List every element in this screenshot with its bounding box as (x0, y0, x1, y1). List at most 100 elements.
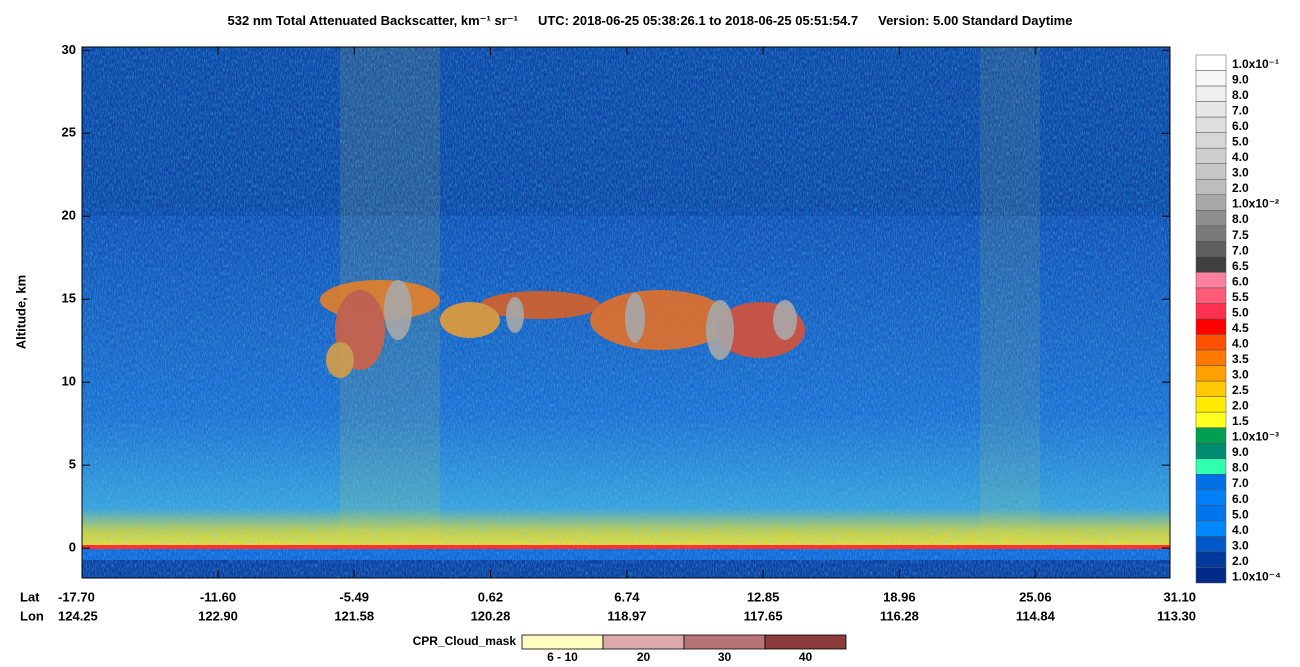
colorbar-label: 2.0 (1232, 399, 1249, 413)
lat-tick-label: -17.70 (58, 589, 95, 604)
colorbar-swatch (1195, 505, 1227, 522)
colorbar-label: 6.0 (1232, 492, 1249, 506)
colorbar-label: 3.0 (1232, 538, 1249, 552)
colorbar-swatch (1195, 458, 1227, 475)
colorbar-swatch (1195, 287, 1227, 304)
colorbar-swatch (1195, 442, 1227, 460)
lon-tick-label: 121.58 (334, 608, 374, 623)
colorbar-swatch (1195, 54, 1227, 71)
colorbar-swatch (1195, 318, 1227, 335)
colorbar-label: 8.0 (1232, 461, 1249, 475)
cpr-legend-label: 6 - 10 (547, 650, 578, 664)
lon-tick-label: 120.28 (471, 608, 511, 623)
lat-tick-label: 25.06 (1019, 589, 1052, 604)
colorbar-label: 1.0x10⁻¹ (1232, 57, 1279, 71)
colorbar-label: 9.0 (1232, 72, 1249, 86)
colorbar-swatch (1195, 303, 1227, 320)
colorbar-swatch (1195, 396, 1227, 413)
colorbar-label: 4.0 (1232, 523, 1249, 537)
colorbar-label: 7.0 (1232, 243, 1249, 257)
colorbar-swatch (1195, 380, 1227, 397)
colorbar-swatch (1195, 334, 1227, 351)
colorbar-swatch (1195, 178, 1227, 196)
colorbar-label: 8.0 (1232, 212, 1249, 226)
cpr-legend-swatch (521, 634, 604, 650)
colorbar-label: 9.0 (1232, 445, 1249, 459)
colorbar-label: 4.5 (1232, 321, 1249, 335)
lat-tick-label: 31.10 (1163, 589, 1196, 604)
lon-tick-label: 116.28 (880, 608, 919, 623)
lat-tick-label: 6.74 (614, 589, 640, 604)
cpr-legend-label: 40 (799, 650, 813, 664)
lon-tick-label: 124.25 (58, 608, 98, 623)
colorbar-swatch (1195, 132, 1227, 149)
colorbar-swatch (1195, 411, 1227, 428)
lon-label: Lon (20, 608, 44, 623)
y-tick-label: 10 (62, 374, 76, 389)
colorbar-label: 4.0 (1232, 336, 1249, 350)
colorbar-label: 4.0 (1232, 150, 1249, 164)
colorbar-swatch (1195, 85, 1227, 102)
colorbar-label: 6.5 (1232, 259, 1249, 273)
colorbar-label: 7.5 (1232, 228, 1249, 242)
colorbar-label: 5.5 (1232, 290, 1249, 304)
backscatter-image (82, 47, 1170, 578)
y-tick-label: 0 (69, 540, 76, 555)
lat-tick-label: -5.49 (339, 589, 369, 604)
colorbar-swatch (1195, 567, 1227, 584)
colorbar-label: 5.0 (1232, 507, 1249, 521)
colorbar-swatch (1195, 147, 1227, 164)
plot-frame (81, 46, 1171, 579)
cpr-legend-label: 30 (718, 650, 732, 664)
colorbar-label: 1.0x10⁻³ (1232, 430, 1279, 444)
cpr-legend-title: CPR_Cloud_mask (413, 634, 517, 648)
version-info: Version: 5.00 Standard Daytime (878, 13, 1072, 28)
colorbar-label: 5.0 (1232, 305, 1249, 319)
lat-label: Lat (20, 589, 40, 604)
colorbar-label: 3.5 (1232, 352, 1249, 366)
cpr-legend-swatch (764, 634, 847, 650)
colorbar-swatch (1195, 551, 1227, 568)
lon-tick-label: 117.65 (744, 608, 783, 623)
colorbar-label: 7.0 (1232, 104, 1249, 118)
colorbar-label: 6.0 (1232, 119, 1249, 133)
cpr-legend-swatch (602, 634, 685, 650)
colorbar-swatch (1195, 365, 1227, 382)
colorbar-label: 3.0 (1232, 368, 1249, 382)
lon-tick-label: 118.97 (607, 608, 646, 623)
colorbar-swatch (1195, 101, 1227, 118)
utc-range: UTC: 2018-06-25 05:38:26.1 to 2018-06-25… (538, 13, 858, 28)
colorbar-swatch (1195, 349, 1227, 366)
y-tick-label: 15 (62, 291, 76, 306)
chart-header: 532 nm Total Attenuated Backscatter, km⁻… (228, 13, 1073, 28)
colorbar-swatch (1195, 536, 1227, 553)
colorbar-swatch (1195, 70, 1227, 87)
lat-tick-label: 0.62 (478, 589, 503, 604)
colorbar-label: 8.0 (1232, 88, 1249, 102)
colorbar-swatch (1195, 474, 1227, 491)
colorbar-label: 6.0 (1232, 274, 1249, 288)
lat-tick-label: 12.85 (747, 589, 780, 604)
lat-tick-label: 18.96 (883, 589, 916, 604)
colorbar-swatch (1195, 163, 1227, 180)
lon-tick-label: 122.90 (198, 608, 238, 623)
lon-tick-label: 113.30 (1157, 608, 1196, 623)
lat-tick-label: -11.60 (200, 589, 236, 604)
colorbar-swatch (1195, 194, 1227, 211)
colorbar-swatch (1195, 272, 1227, 289)
colorbar-swatch (1195, 256, 1227, 273)
colorbar-label: 2.0 (1232, 181, 1249, 195)
y-tick-label: 25 (62, 125, 76, 140)
colorbar-label: 7.0 (1232, 476, 1249, 490)
cpr-legend-swatch (683, 634, 766, 650)
colorbar-label: 2.0 (1232, 554, 1249, 568)
colorbar-swatch (1195, 241, 1227, 258)
colorbar-swatch (1195, 520, 1227, 537)
colorbar-swatch (1195, 489, 1227, 506)
colorbar-label: 2.5 (1232, 383, 1249, 397)
y-tick-label: 5 (69, 457, 76, 472)
colorbar-label: 1.5 (1232, 414, 1249, 428)
colorbar-label: 1.0x10⁻² (1232, 197, 1279, 211)
chart-title: 532 nm Total Attenuated Backscatter, km⁻… (228, 13, 518, 28)
colorbar-swatch (1195, 116, 1227, 133)
